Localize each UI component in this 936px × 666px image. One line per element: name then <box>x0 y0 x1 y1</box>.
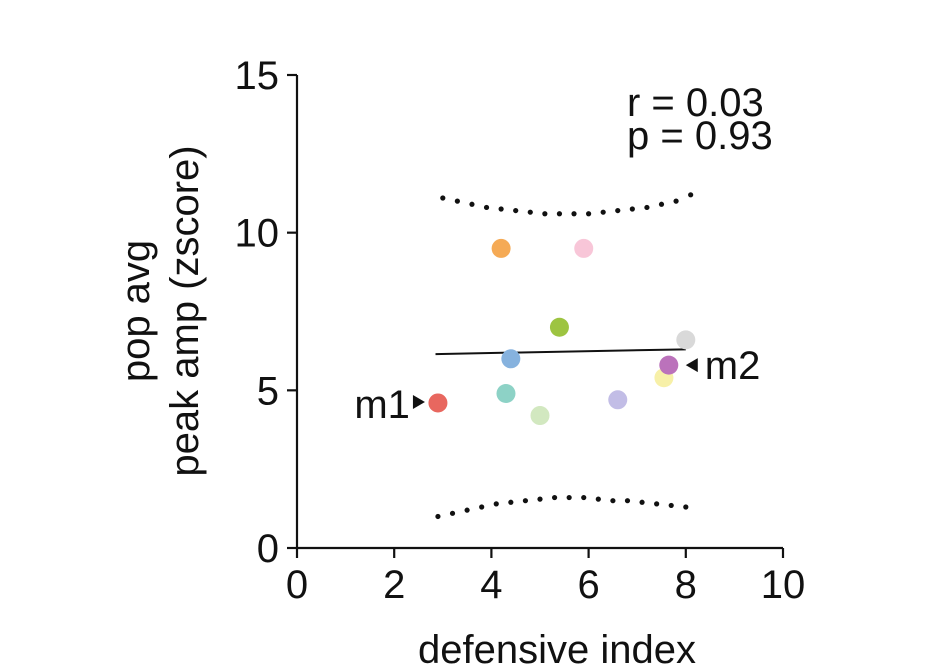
ci-upper-dot <box>498 206 504 212</box>
point-label-m1: m1 <box>354 383 410 427</box>
ci-upper-dot <box>454 198 460 204</box>
ci-lower-dot <box>639 499 645 505</box>
ci-lower-dot <box>493 501 499 507</box>
ci-upper-dot <box>527 209 533 215</box>
ci-lower-dot <box>566 494 572 501</box>
stat-r: r = 0.03 <box>627 81 764 125</box>
y-tick-label: 15 <box>235 54 280 98</box>
x-axis-title: defensive index <box>418 628 696 666</box>
ci-upper-dot <box>513 207 519 214</box>
data-point <box>501 349 521 369</box>
x-tick-label: 0 <box>286 563 308 607</box>
ci-lower-dot <box>449 510 456 516</box>
ci-upper-dot <box>556 211 563 217</box>
x-tick-label: 4 <box>480 563 502 607</box>
ci-lower-dot <box>581 494 587 501</box>
data-point <box>676 330 696 350</box>
ci-upper-dot <box>483 204 490 211</box>
data-point <box>428 393 448 413</box>
x-tick-label: 2 <box>383 563 405 607</box>
ci-upper-dot <box>586 211 592 217</box>
point-marker-arrow <box>412 394 425 409</box>
y-ticks: 0 5 10 15 <box>235 54 297 571</box>
ci-lower-dot <box>479 504 485 510</box>
ci-band-lower <box>435 494 689 520</box>
data-point <box>659 355 679 375</box>
ci-lower-dot <box>508 499 514 505</box>
x-ticks: 0 2 4 6 8 10 <box>286 548 805 607</box>
point-marker-arrow <box>685 358 698 373</box>
fit-line <box>435 348 686 356</box>
y-tick-label: 0 <box>257 527 279 571</box>
stat-p: p = 0.93 <box>627 114 773 158</box>
ci-lower-dot <box>522 498 529 504</box>
ci-lower-dot <box>610 498 616 504</box>
x-tick-label: 8 <box>675 563 697 607</box>
ci-lower-dot <box>537 496 543 502</box>
y-tick-label: 10 <box>235 212 280 256</box>
data-point <box>549 317 569 337</box>
ci-upper-dot <box>673 198 679 204</box>
data-point <box>491 238 511 258</box>
ci-lower-dot <box>464 507 470 513</box>
ci-upper-dot <box>688 192 694 198</box>
point-label-m2: m2 <box>705 344 761 388</box>
ci-lower-dot <box>435 513 441 520</box>
ci-band-upper <box>440 192 694 217</box>
data-point <box>574 238 594 258</box>
ci-upper-dot <box>615 207 621 214</box>
y-axis-title-line2: peak amp (zscore) <box>163 145 207 476</box>
x-tick-label: 10 <box>761 563 806 607</box>
ci-upper-dot <box>542 211 548 217</box>
data-point <box>496 383 516 403</box>
ci-lower-dot <box>551 494 558 501</box>
ci-upper-dot <box>644 204 650 211</box>
data-points <box>428 238 696 426</box>
point-annotations: m1 m2 <box>354 344 760 427</box>
ci-upper-dot <box>469 201 475 207</box>
data-point <box>608 390 628 410</box>
ci-upper-dot <box>571 211 577 217</box>
ci-lower-dot <box>624 498 631 504</box>
data-point <box>530 406 550 426</box>
ci-upper-dot <box>629 206 635 212</box>
y-tick-label: 5 <box>257 369 279 413</box>
ci-upper-dot <box>658 201 665 207</box>
x-tick-label: 6 <box>577 563 599 607</box>
ci-upper-dot <box>600 209 606 215</box>
ci-lower-dot <box>668 502 674 509</box>
ci-lower-dot <box>595 496 601 502</box>
ci-lower-dot <box>683 504 689 510</box>
ci-lower-dot <box>654 501 660 507</box>
y-axis-title-line1: pop avg <box>114 240 158 382</box>
ci-upper-dot <box>440 195 446 201</box>
